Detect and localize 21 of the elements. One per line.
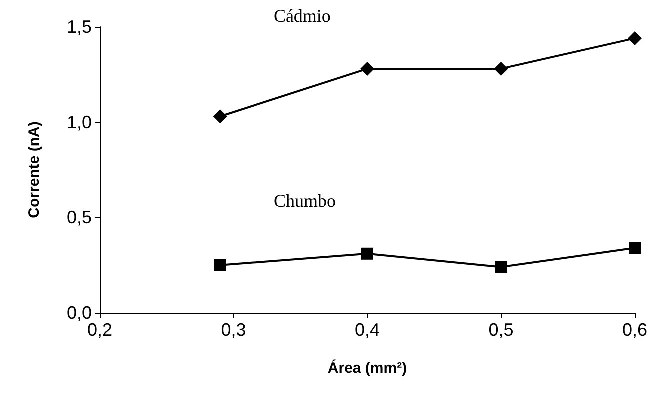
x-tick-label: 0,3 xyxy=(221,320,246,340)
x-tick-label: 0,4 xyxy=(354,320,380,340)
point xyxy=(360,62,374,76)
y-tick-label: 1,5 xyxy=(66,17,92,37)
y-tick-label: 0,5 xyxy=(66,208,92,228)
point xyxy=(213,110,228,124)
text: Cádmio xyxy=(274,6,331,26)
y-tick-label: 1,0 xyxy=(66,112,92,132)
point xyxy=(629,242,641,254)
text: Chumbo xyxy=(274,190,336,211)
x-tick-label: 0,5 xyxy=(488,320,514,340)
point xyxy=(214,259,226,272)
x-tick-label: 0,2 xyxy=(87,320,113,340)
point xyxy=(494,62,508,76)
y-tick-label: 0,0 xyxy=(66,303,92,323)
point xyxy=(628,31,642,46)
x-tick-label: 0,6 xyxy=(622,320,648,340)
point xyxy=(362,248,374,260)
y-axis-title: Corrente (nA) xyxy=(26,122,43,218)
point xyxy=(495,261,508,274)
x-axis-title: Área (mm²) xyxy=(328,359,408,377)
